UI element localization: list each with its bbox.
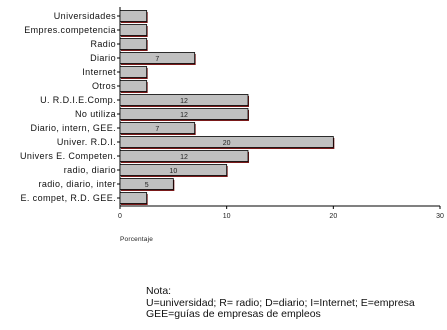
category-label: No utiliza xyxy=(75,109,116,119)
category-label: Empres.competencia xyxy=(24,25,116,35)
data-label: 12 xyxy=(180,112,188,119)
data-label: 20 xyxy=(223,140,231,147)
bar xyxy=(119,10,148,22)
x-tick-label: 10 xyxy=(223,213,231,220)
category-label: E. compet, R.D. GEE. xyxy=(20,193,116,203)
category-label: U. R.D.I.E.Comp. xyxy=(40,95,116,105)
x-tick-label: 30 xyxy=(436,213,444,220)
x-tick-label: 20 xyxy=(329,213,337,220)
data-label: 7 xyxy=(155,56,159,63)
category-label: Univers E. Competen. xyxy=(20,151,116,161)
bar-chart: Universidades Empres.competencia Radio Diar… xyxy=(20,7,444,243)
category-label: Universidades xyxy=(54,11,116,21)
category-label: Internet xyxy=(82,67,116,77)
x-tick-label: 0 xyxy=(118,213,122,220)
bar xyxy=(119,192,148,204)
category-label: Otros xyxy=(92,81,116,91)
category-label: Diario, intern, GEE. xyxy=(30,123,116,133)
note-line-2: GEE=guías de empresas de empleos xyxy=(146,308,321,320)
note-line-1: U=universidad; R= radio; D=diario; I=Int… xyxy=(146,296,415,309)
bar xyxy=(119,80,148,92)
data-label: 12 xyxy=(180,98,188,105)
category-label: Radio xyxy=(90,39,116,49)
note-title: Nota: xyxy=(146,285,172,297)
data-label: 12 xyxy=(180,154,188,161)
data-label: 7 xyxy=(155,126,159,133)
bar xyxy=(119,66,148,78)
category-label: Diario xyxy=(90,53,116,63)
data-label: 5 xyxy=(145,182,149,189)
x-axis-title: Porcentaje xyxy=(120,236,153,243)
bar xyxy=(119,38,148,50)
bar xyxy=(119,24,148,36)
category-label: radio, diario, inter xyxy=(38,179,116,189)
data-label: 10 xyxy=(169,168,177,175)
category-label: radio, diario xyxy=(64,165,116,175)
category-label: Univer. R.D.I. xyxy=(57,137,116,147)
note: Nota: U=universidad; R= radio; D=diario;… xyxy=(146,285,415,321)
